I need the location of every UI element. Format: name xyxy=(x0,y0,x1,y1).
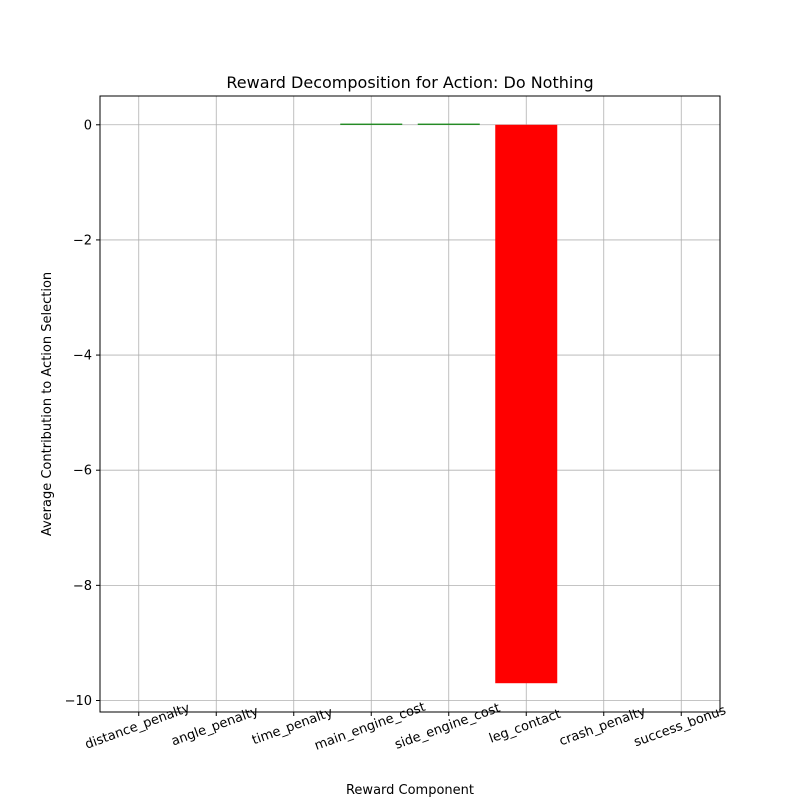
bar-main-engine-cost xyxy=(340,123,403,125)
y-tick-label: −8 xyxy=(73,579,92,594)
y-tick-label: −2 xyxy=(73,233,92,248)
x-tick-label: success_bonus xyxy=(632,703,728,750)
bars xyxy=(340,123,558,684)
y-tick-label: −4 xyxy=(73,349,92,364)
y-tick-label: −6 xyxy=(73,464,92,479)
bar-side-engine-cost xyxy=(417,123,480,125)
chart-title: Reward Decomposition for Action: Do Noth… xyxy=(226,73,593,92)
y-tick-label: −10 xyxy=(65,694,92,709)
grid-lines xyxy=(100,96,720,712)
y-tick-label: 0 xyxy=(84,118,92,133)
x-axis-ticks: distance_penaltyangle_penaltytime_penalt… xyxy=(83,700,728,754)
bar-leg-contact xyxy=(495,124,558,684)
x-axis-label: Reward Component xyxy=(346,783,474,798)
y-axis-ticks: 0 −2 −4 −6 −8 −10 xyxy=(65,118,100,709)
y-axis-label: Average Contribution to Action Selection xyxy=(40,272,55,536)
plot-frame xyxy=(99,95,721,713)
